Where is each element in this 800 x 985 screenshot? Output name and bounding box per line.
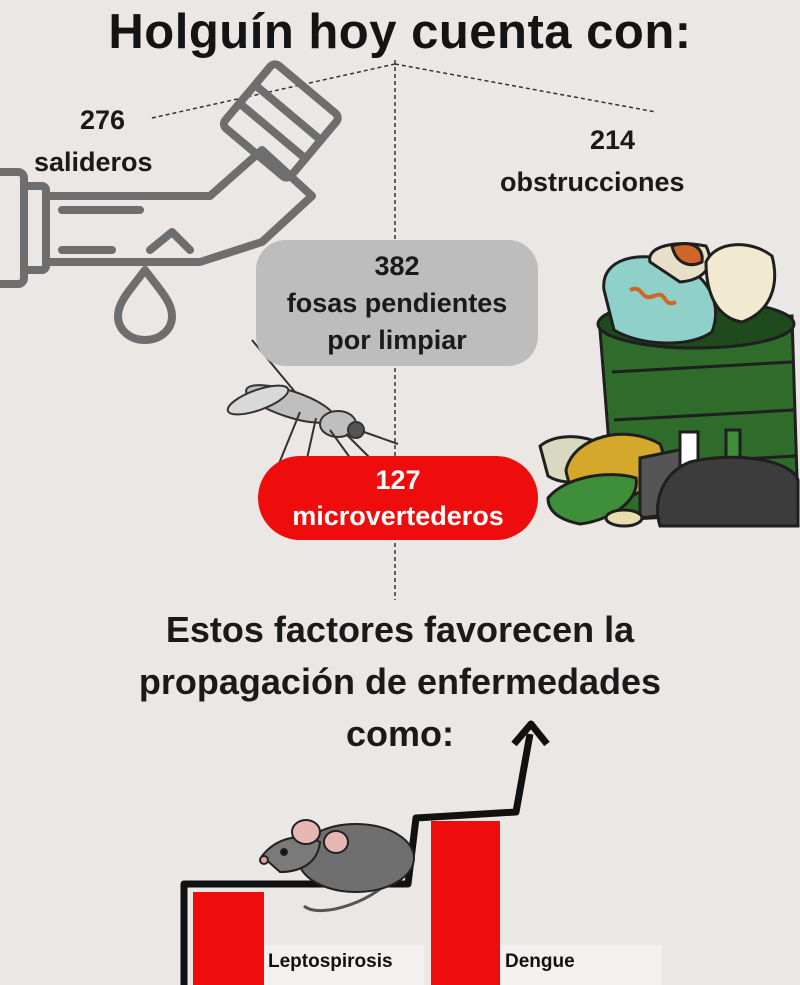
- disease-label-dengue: Dengue: [505, 951, 575, 972]
- rat-icon: [259, 819, 415, 912]
- disease-label-leptospirosis: Leptospirosis: [268, 951, 393, 972]
- trash-bin-icon: [538, 242, 800, 528]
- mosquito-icon: [226, 339, 399, 473]
- fosas-label-line2: por limpiar: [327, 324, 467, 355]
- stat-salideros-value: 276: [80, 105, 126, 135]
- microvertederos-label: microvertederos: [292, 501, 504, 531]
- stat-salideros-label: salideros: [34, 147, 153, 177]
- diseases-heading-line2: propagación de enfermedades: [138, 661, 662, 702]
- stat-obstrucciones-value: 214: [590, 125, 636, 155]
- step-chart: [180, 720, 662, 985]
- pipe-leak-icon: [0, 60, 342, 344]
- page-title: Holguín hoy cuenta con:: [108, 5, 692, 59]
- microvertederos-pill: 127 microvertederos: [258, 456, 538, 540]
- bar-dengue: [431, 821, 500, 985]
- fosas-pill: 382 fosas pendientes por limpiar: [256, 240, 538, 366]
- diseases-heading-line1: Estos factores favorecen la: [165, 609, 635, 650]
- bar-leptospirosis: [193, 892, 264, 985]
- fosas-label-line1: fosas pendientes: [286, 287, 508, 318]
- stat-obstrucciones-label: obstrucciones: [500, 167, 685, 197]
- diseases-heading-line3: como:: [346, 713, 454, 754]
- diseases-heading: Estos factores favorecen la propagación …: [0, 604, 800, 760]
- microvertederos-value: 127: [375, 465, 421, 495]
- fosas-value: 382: [374, 250, 420, 281]
